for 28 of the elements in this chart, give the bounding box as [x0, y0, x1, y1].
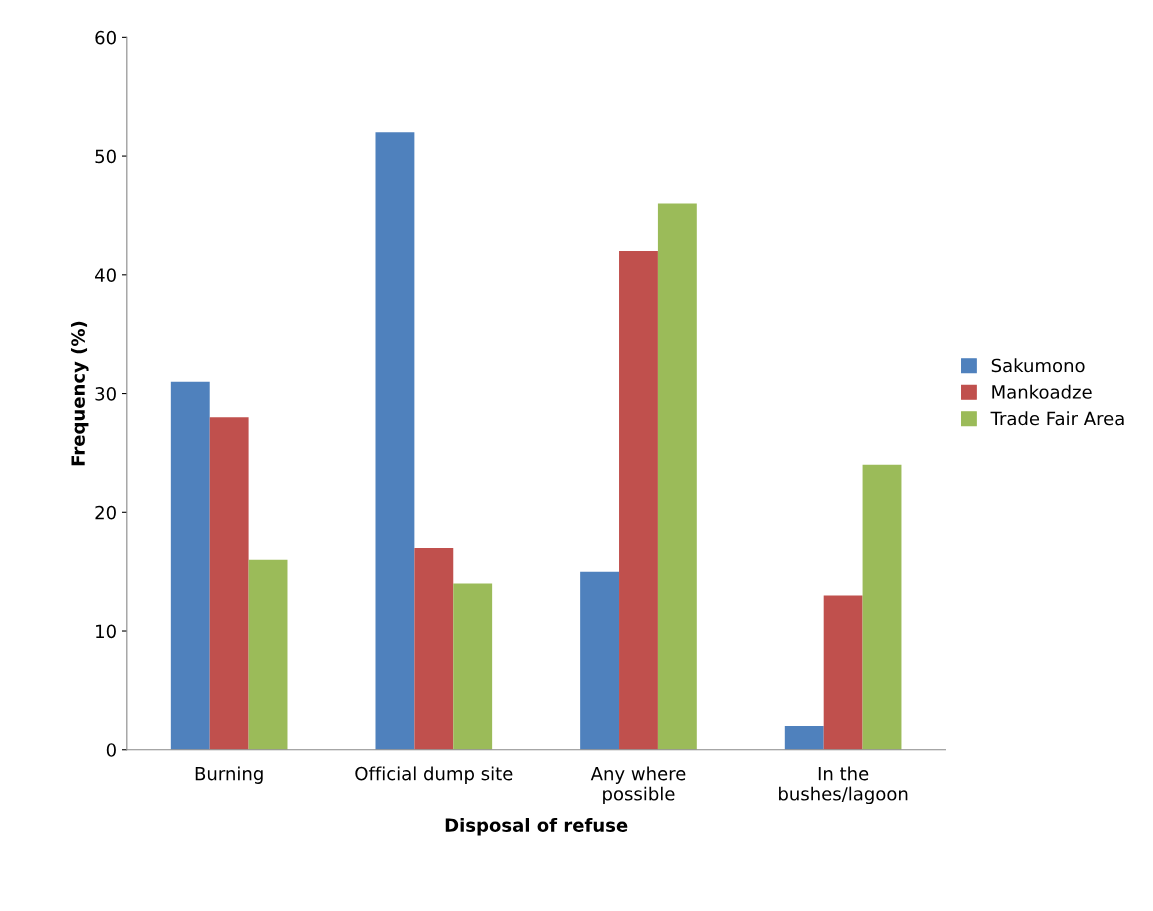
x-tick-label: Any where possible	[590, 766, 686, 805]
y-tick-label: 20	[95, 505, 116, 520]
x-tick-label: In the bushes/lagoon	[779, 766, 908, 805]
bar	[453, 583, 493, 750]
y-tick-label: 60	[95, 30, 116, 45]
bar	[823, 595, 863, 750]
bar	[784, 726, 824, 750]
bar	[414, 547, 454, 750]
x-tick-label: Official dump site	[355, 766, 513, 784]
x-tick-label: Burning	[195, 766, 263, 784]
y-tick-label: 40	[95, 268, 116, 282]
y-tick-label: 30	[95, 387, 116, 401]
bar	[862, 464, 902, 750]
bar	[209, 417, 249, 750]
x-axis-title: Disposal of refuse	[445, 818, 628, 836]
bar	[580, 571, 620, 750]
legend-label: Mankoadze	[992, 384, 1092, 399]
legend-label: Sakumono	[991, 358, 1085, 373]
bar	[657, 203, 697, 750]
y-tick-label: 50	[95, 149, 116, 164]
y-axis-title: Frequency (%)	[70, 321, 89, 466]
legend-label: Trade Fair Area	[990, 411, 1124, 426]
bar	[248, 559, 288, 750]
y-tick-label: 0	[106, 743, 116, 757]
bar	[170, 381, 210, 750]
bar	[619, 251, 658, 750]
y-tick-label: 10	[96, 624, 116, 639]
bar	[375, 132, 415, 750]
